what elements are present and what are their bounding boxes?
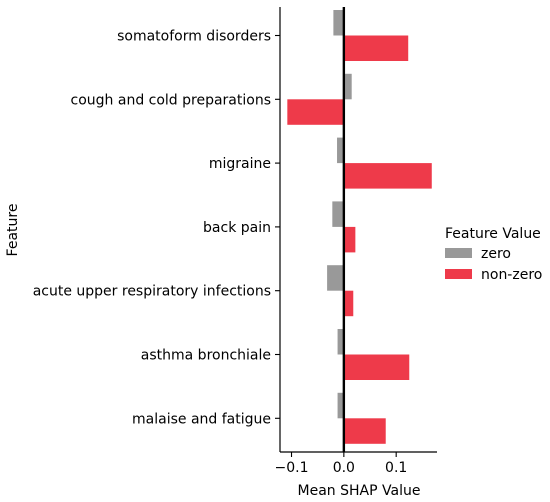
x-tick-label: 0.0 [333, 460, 355, 476]
y-tick-label-asthma-bronchiale: asthma bronchiale [141, 348, 271, 364]
x-tick-label: 0.1 [385, 460, 407, 476]
bars-layer [287, 10, 432, 444]
bar-zero-acute-upper-respiratory-infections [327, 265, 344, 291]
bar-zero-cough-and-cold-preparations [343, 73, 352, 100]
bar-non-zero-somatoform-disorders [343, 35, 409, 61]
bar-zero-somatoform-disorders [333, 10, 344, 36]
y-tick-label-malaise-and-fatigue: malaise and fatigue [132, 411, 271, 427]
y-axis-label: Feature [5, 204, 21, 257]
y-tick-label-back-pain: back pain [203, 220, 271, 236]
legend-items: zero non-zero [445, 246, 542, 283]
bar-zero-migraine [337, 137, 344, 164]
bar-non-zero-back-pain [343, 226, 356, 253]
bar-zero-asthma-bronchiale [337, 329, 344, 355]
y-ticks: somatoform disorders cough and cold prepa… [33, 29, 280, 427]
bar-zero-back-pain [332, 201, 344, 227]
legend-label-zero: zero [481, 246, 511, 262]
bar-non-zero-malaise-and-fatigue [343, 418, 386, 444]
x-ticks: −0.1 0.0 0.1 [275, 452, 407, 476]
bar-zero-malaise-and-fatigue [337, 392, 344, 419]
legend-title: Feature Value [445, 226, 541, 242]
legend-swatch-non-zero [445, 269, 472, 279]
y-tick-label-somatoform-disorders: somatoform disorders [117, 29, 271, 45]
legend-label-non-zero: non-zero [481, 267, 542, 283]
x-axis-label: Mean SHAP Value [298, 483, 421, 499]
bar-non-zero-cough-and-cold-preparations [287, 99, 344, 125]
legend-swatch-zero [445, 248, 472, 258]
axes [279, 7, 437, 453]
x-tick-label: −0.1 [275, 460, 309, 476]
bar-non-zero-acute-upper-respiratory-infections [343, 290, 354, 317]
bar-non-zero-migraine [343, 163, 432, 189]
y-tick-label-acute-upper-respiratory-infections: acute upper respiratory infections [33, 284, 271, 300]
y-tick-label-cough-and-cold-preparations: cough and cold preparations [71, 92, 271, 108]
legend: Feature Value zero non-zero [445, 226, 542, 283]
bar-non-zero-asthma-bronchiale [343, 354, 410, 380]
y-tick-label-migraine: migraine [209, 156, 271, 172]
